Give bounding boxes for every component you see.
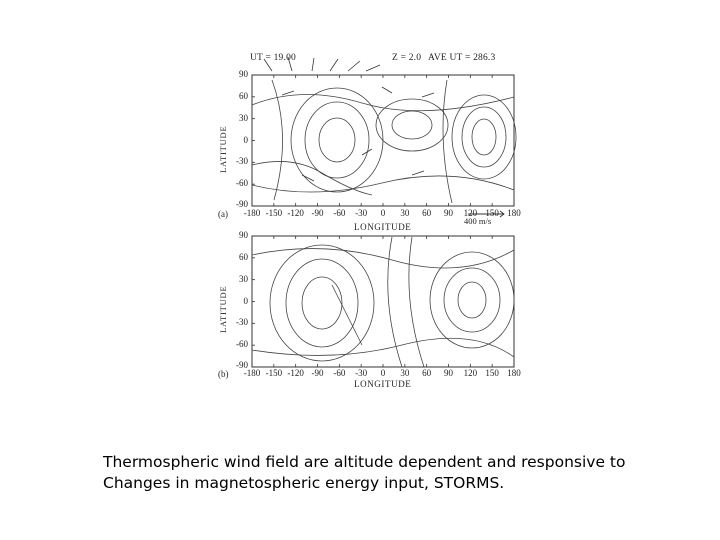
panel-b-ytick: 60 (239, 252, 248, 262)
panel-a-ticks (251, 74, 515, 207)
panel-a-ytick: 0 (243, 135, 249, 145)
panel-b-ytick: -30 (236, 317, 248, 327)
panel-b-xtick: 180 (507, 368, 521, 378)
panel-b-ytick: -90 (236, 360, 248, 370)
panel-a-xlabel: LONGITUDE (354, 222, 412, 232)
panel-b-xtick: 150 (485, 368, 499, 378)
panel-b-ytick: 90 (239, 230, 248, 240)
panel-b-xtick: -180 (243, 368, 261, 378)
panel-b-xtick: 120 (463, 368, 478, 378)
panel-b-ytick: -60 (236, 339, 248, 349)
panel-a-xtick: -120 (287, 208, 304, 218)
panel-a-xtick: 90 (444, 208, 453, 218)
panel-a-ylabel: LATITUDE (218, 125, 228, 173)
panel-a-scale-label: 400 m/s (464, 216, 492, 226)
panel-a-xtick: 0 (380, 208, 386, 218)
panel-b-xtick: 30 (400, 368, 410, 378)
panel-a-ytick: 90 (239, 69, 248, 79)
panel-a-xtick: -60 (333, 208, 346, 218)
panel-b-ylabel: LATITUDE (218, 285, 228, 333)
panel-a-xtick: 180 (507, 208, 521, 218)
panel-b-xtick: -30 (355, 368, 368, 378)
scale-arrowhead (499, 210, 505, 218)
panel-a-xtick: 150 (485, 208, 499, 218)
panel-a-contours (251, 79, 517, 204)
panel-b-xtick: -150 (265, 368, 283, 378)
panel-a-ave-ut-label: AVE UT = 286.3 (428, 53, 496, 63)
panel-a-xtick: 60 (422, 208, 432, 218)
panel-a-ytick: -30 (236, 156, 248, 166)
panel-a-xtick: -90 (311, 208, 324, 218)
panel-a-label: (a) (218, 209, 228, 219)
panel-b-ticks (251, 235, 515, 368)
thermospheric-wind-figure: UT = 19.00 Z = 2.0 AVE UT = 286.3 90 60 … (212, 45, 532, 395)
panel-b-xtick: -60 (333, 368, 346, 378)
panel-b-xlabel: LONGITUDE (354, 379, 412, 389)
panel-b-xtick: -90 (311, 368, 324, 378)
panel-a-ytick: 60 (239, 91, 248, 101)
panel-a-xtick: -30 (355, 208, 368, 218)
panel-a-xtick: 30 (400, 208, 410, 218)
figure-caption: Thermospheric wind field are altitude de… (103, 452, 663, 494)
panel-b-contours (251, 236, 515, 368)
caption-line-2: Changes in magnetospheric energy input, … (103, 474, 505, 492)
figure-graphics (251, 56, 517, 368)
panel-b-xtick: 0 (380, 368, 386, 378)
caption-line-1: Thermospheric wind field are altitude de… (103, 453, 626, 471)
panel-a-ytick: 30 (239, 113, 248, 123)
panel-a-ut-label: UT = 19.00 (250, 53, 296, 63)
panel-a-z-label: Z = 2.0 (392, 53, 422, 63)
panel-b-xtick: 60 (422, 368, 432, 378)
panel-a-ytick: -60 (236, 178, 248, 188)
panel-a-xtick: -150 (265, 208, 283, 218)
panel-b-label: (b) (218, 369, 229, 379)
panel-a-xtick: -180 (243, 208, 261, 218)
panel-a-wind-vectors (263, 56, 435, 182)
panel-b-xtick: 90 (444, 368, 453, 378)
panel-b-xtick: -120 (287, 368, 304, 378)
panel-b-ytick: 0 (243, 296, 249, 306)
panel-a-xtick: 120 (463, 208, 478, 218)
panel-a-ytick: -90 (236, 199, 248, 209)
panel-b-ytick: 30 (239, 274, 248, 284)
